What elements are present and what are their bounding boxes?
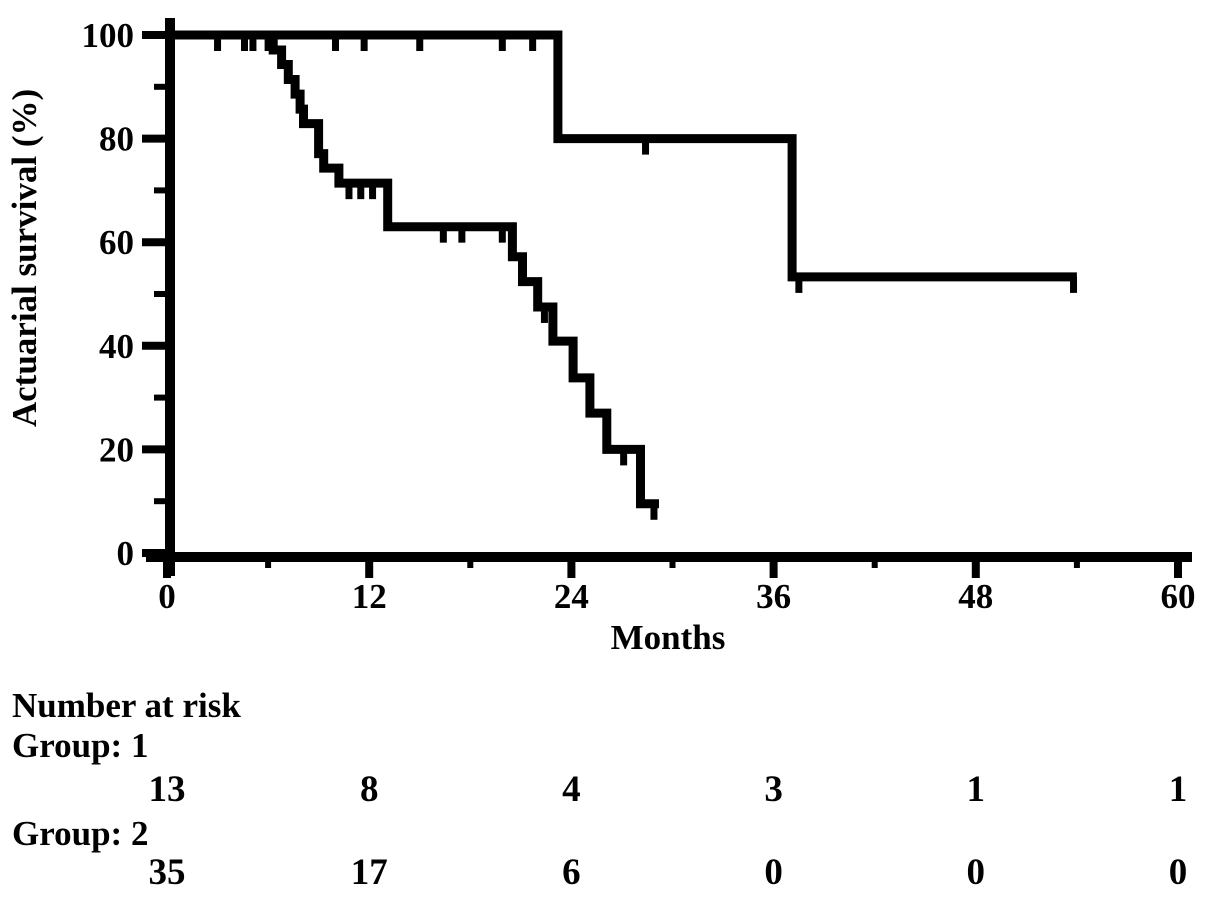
y-tick-label: 40 xyxy=(99,327,134,366)
risk-table-heading: Number at risk xyxy=(12,686,241,725)
risk-count: 8 xyxy=(360,769,379,810)
risk-count: 0 xyxy=(967,852,986,893)
risk-count: 17 xyxy=(351,852,388,893)
group-2-survival-curve xyxy=(167,30,659,509)
y-axis-title: Actuarial survival (%) xyxy=(5,89,44,427)
risk-count: 3 xyxy=(764,769,783,810)
risk-count: 0 xyxy=(1169,852,1188,893)
risk-group-label: Group: 1 xyxy=(12,726,148,765)
x-tick-label: 60 xyxy=(1161,577,1196,616)
risk-count: 35 xyxy=(149,852,186,893)
y-tick-label: 0 xyxy=(117,534,135,573)
x-tick-label: 36 xyxy=(756,577,791,616)
risk-count: 1 xyxy=(967,769,986,810)
risk-count: 0 xyxy=(764,852,783,893)
x-tick-label: 24 xyxy=(554,577,589,616)
y-tick-label: 20 xyxy=(99,430,134,469)
risk-count: 6 xyxy=(562,852,581,893)
x-tick-label: 12 xyxy=(352,577,387,616)
risk-count: 13 xyxy=(149,769,186,810)
y-tick-label: 80 xyxy=(99,120,134,159)
risk-count: 4 xyxy=(562,769,581,810)
risk-group-label: Group: 2 xyxy=(12,814,148,853)
x-axis-title: Months xyxy=(611,618,726,657)
y-tick-label: 100 xyxy=(82,16,135,55)
y-tick-label: 60 xyxy=(99,223,134,262)
risk-count: 1 xyxy=(1169,769,1188,810)
group-1-survival-curve xyxy=(167,30,1077,282)
x-tick-label: 48 xyxy=(958,577,993,616)
x-tick-label: 0 xyxy=(158,577,176,616)
